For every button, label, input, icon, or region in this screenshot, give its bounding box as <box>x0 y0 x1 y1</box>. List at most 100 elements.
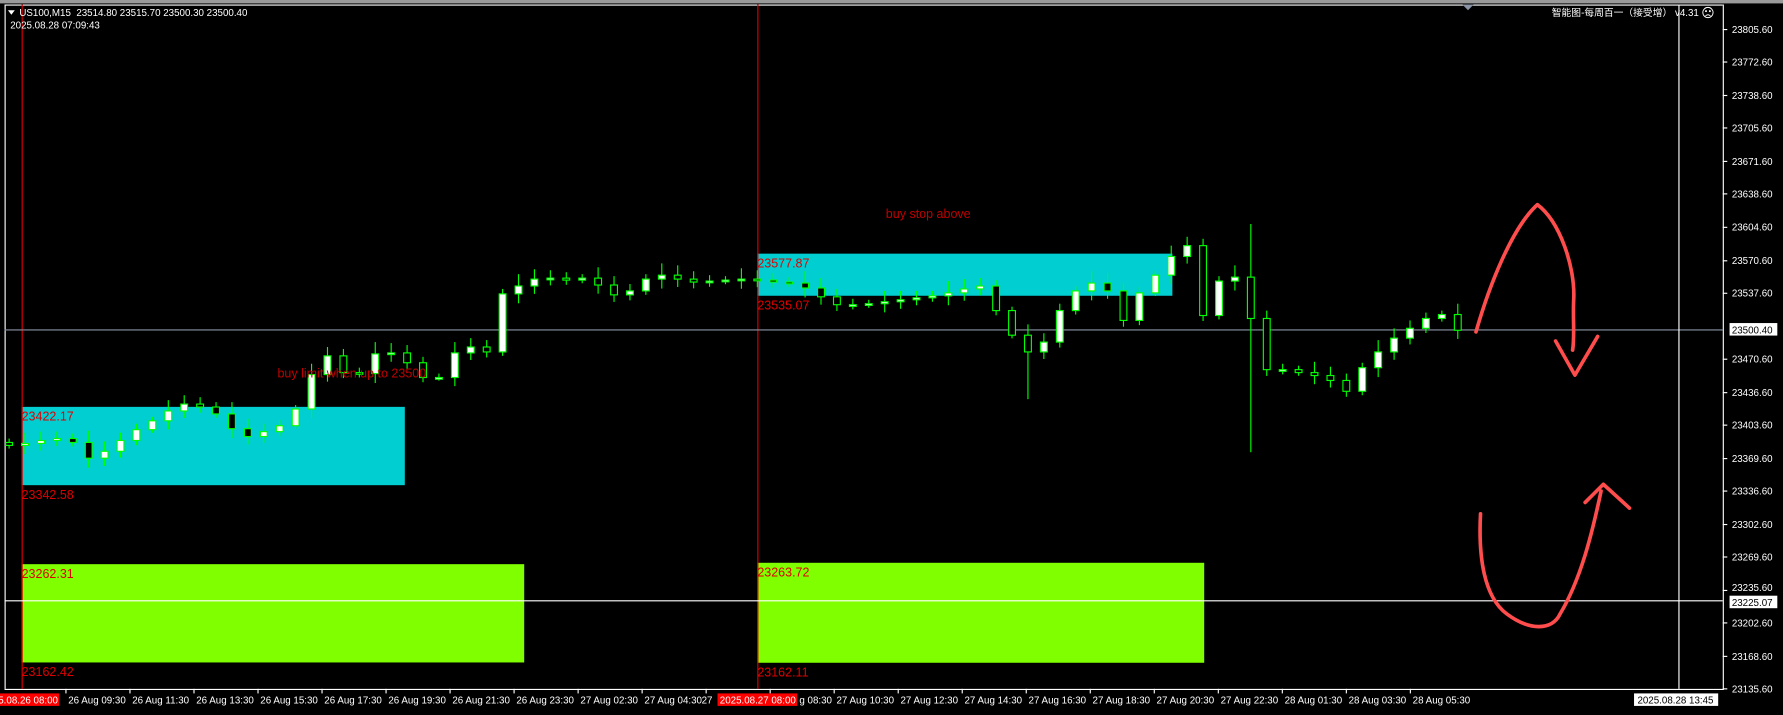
price-tick-label: 23705.60 <box>1732 123 1773 134</box>
candle <box>817 278 825 305</box>
time-tick-label: 28 Aug 03:30 <box>1349 696 1407 707</box>
bear-candle-body <box>482 346 491 353</box>
candle <box>880 290 889 313</box>
sell-zone <box>21 406 405 486</box>
candle <box>36 431 45 451</box>
indicator-name: 智能图-每周百一（接受增） v4.31 <box>1552 6 1699 19</box>
bull-candle-body <box>912 297 921 301</box>
chart-shift-marker[interactable] <box>1462 4 1474 11</box>
candle <box>514 274 523 304</box>
candle <box>1119 283 1128 327</box>
candle <box>1087 271 1096 301</box>
candle <box>928 290 937 302</box>
candle <box>434 373 443 381</box>
candle <box>912 290 921 306</box>
arrow-down-curve <box>1474 202 1576 352</box>
zone-top-label: 23422.17 <box>22 410 74 424</box>
candle <box>610 276 619 302</box>
time-tick-label: 27 Aug 14:30 <box>965 696 1023 707</box>
price-tick-label: 23570.60 <box>1732 256 1773 267</box>
bear-candle-body <box>562 277 571 281</box>
bull-candle-body <box>1406 327 1415 339</box>
bear-candle-body <box>1326 374 1335 382</box>
bull-candle-body <box>530 278 539 287</box>
candle <box>116 432 125 458</box>
bull-candle-body <box>657 274 666 280</box>
candle <box>1294 365 1303 376</box>
price-tick-label: 23168.60 <box>1732 652 1773 663</box>
bull-candle-body <box>960 288 969 294</box>
candle <box>21 432 29 455</box>
candle <box>769 273 778 288</box>
candle <box>785 277 794 287</box>
candle <box>721 276 730 285</box>
candle <box>1374 340 1383 378</box>
bear-candle-body <box>801 282 810 289</box>
candle <box>944 281 953 306</box>
arrow-down-head <box>1553 334 1600 377</box>
candle <box>1055 303 1064 348</box>
candle <box>689 271 698 289</box>
time-tick-label: 27 Aug 12:30 <box>900 696 958 707</box>
time-tick-label: 28 Aug 05:30 <box>1413 696 1471 707</box>
candle <box>705 275 714 287</box>
bear-candle-body <box>1199 245 1208 317</box>
bear-candle-body <box>419 362 427 379</box>
hand-drawn-arrows <box>1474 202 1632 629</box>
price-tick-label: 23369.60 <box>1732 454 1773 465</box>
bull-candle-body <box>21 442 29 446</box>
triangle-down-icon[interactable] <box>7 10 15 15</box>
candle <box>1326 366 1335 388</box>
price-axis[interactable]: 23805.60 23772.60 23738.60 23705.60 23671.60… <box>1722 25 1778 695</box>
candle <box>371 342 380 384</box>
bull-candle-body <box>1358 367 1367 392</box>
time-tick-label: 26 Aug 23:30 <box>516 696 574 707</box>
bull-candle-body <box>737 278 746 282</box>
bull-candle-body <box>466 346 475 354</box>
candle <box>132 423 141 446</box>
candle <box>1278 363 1287 375</box>
bull-candle-body <box>36 439 45 445</box>
time-tick-label: 26 Aug 15:30 <box>260 696 318 707</box>
bull-candle-body <box>641 278 650 292</box>
price-tick-label: 23135.60 <box>1732 684 1773 695</box>
session-time-box <box>717 693 798 706</box>
bull-candle-body <box>976 285 985 290</box>
time-tick-label: 27 Aug 22:30 <box>1221 696 1279 707</box>
price-tick-label: 23235.60 <box>1732 583 1773 594</box>
buy-zone <box>757 562 1205 663</box>
bull-candle-body <box>387 352 396 356</box>
bull-candle-body <box>259 431 268 438</box>
candle <box>498 288 507 356</box>
time-tick-label: g 08:30 <box>799 696 832 707</box>
bull-candle-body <box>514 285 523 295</box>
sad-face-icon <box>1702 6 1714 19</box>
price-marker-label: 23225.07 <box>1732 598 1773 609</box>
bear-candle-body <box>355 372 364 375</box>
bear-candle-body <box>1103 282 1112 292</box>
bull-candle-body <box>100 450 109 459</box>
bull-candle-body <box>323 355 332 376</box>
candle <box>801 271 810 298</box>
bull-candle-body <box>1230 276 1239 282</box>
price-tick-label: 23436.60 <box>1732 388 1773 399</box>
bull-candle-body <box>1374 351 1383 369</box>
candle <box>753 270 762 288</box>
session-time-label: 2025.08.26 08:00 <box>0 696 59 707</box>
zone-top-label: 23262.31 <box>22 567 74 581</box>
candle <box>960 279 969 301</box>
bear-candle-body <box>992 285 1001 312</box>
candle <box>1230 265 1239 291</box>
time-axis[interactable]: 26 Aug 09:30 26 Aug 11:30 26 Aug 13:30 26 A… <box>0 688 1719 707</box>
candle <box>1310 361 1319 385</box>
bull-candle-body <box>371 353 380 375</box>
price-tick-label: 23403.60 <box>1732 421 1773 432</box>
bull-candle-body <box>1087 282 1096 292</box>
candle <box>1071 285 1080 315</box>
time-tick-label: 27 <box>702 696 713 707</box>
bull-candle-body <box>848 304 857 307</box>
price-marker-label: 23500.40 <box>1732 325 1773 336</box>
candle <box>403 345 412 370</box>
bear-candle-body <box>817 287 825 298</box>
